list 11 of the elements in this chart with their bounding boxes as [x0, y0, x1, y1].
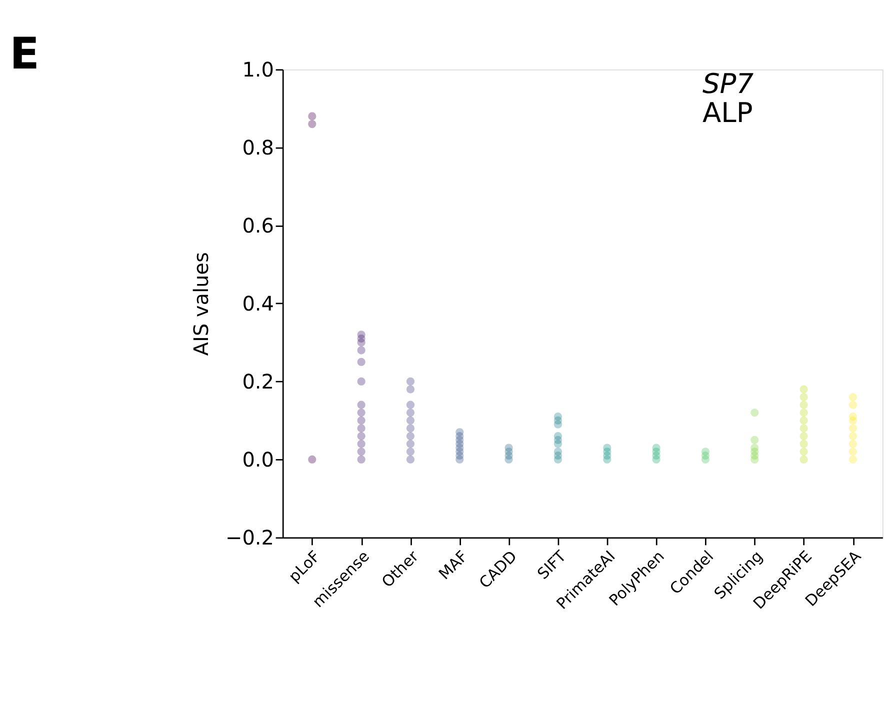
annotation: SP7 [702, 69, 754, 100]
y-tick-label: 1.0 [242, 57, 274, 82]
y-tick-label: −0.2 [225, 525, 274, 550]
annotation: ALP [702, 98, 753, 130]
y-tick-label: 0.8 [242, 135, 274, 160]
y-tick-label: 0.2 [242, 369, 274, 394]
y-axis-title: AIS values [189, 252, 214, 356]
chart-title: E [10, 30, 40, 80]
y-tick-label: 0.4 [242, 291, 274, 316]
y-tick-label: 0.6 [242, 213, 274, 238]
y-tick-label: 0.0 [242, 447, 274, 472]
